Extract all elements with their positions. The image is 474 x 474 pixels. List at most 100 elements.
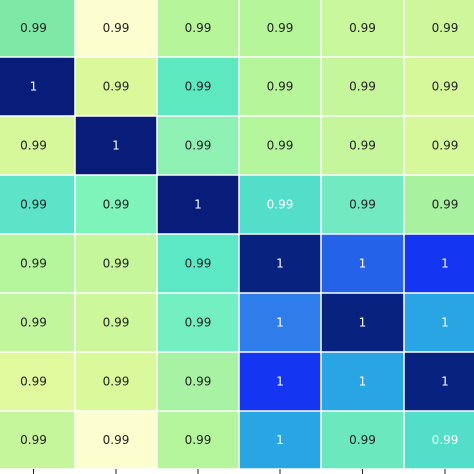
- heatmap-cell: [239, 411, 321, 469]
- heatmap-cell: [239, 234, 321, 293]
- cell-value-label: 1: [112, 139, 120, 153]
- heatmap-cell: [0, 293, 75, 352]
- cell-value-label: 0.99: [349, 80, 376, 94]
- cell-value-label: 0.99: [432, 80, 459, 94]
- heatmap-cell: [321, 57, 404, 116]
- cell-value-label: 0.99: [185, 433, 212, 447]
- cell-value-label: 0.99: [20, 198, 47, 212]
- cell-value-label: 0.99: [432, 433, 459, 447]
- heatmap-cell: [404, 234, 474, 293]
- cell-value-label: 0.99: [185, 316, 212, 330]
- heatmap-cell: [239, 57, 321, 116]
- cell-value-label: 1: [359, 257, 367, 271]
- heatmap-cell: [0, 175, 75, 234]
- heatmap-cell: [404, 411, 474, 469]
- heatmap-cell: [75, 234, 157, 293]
- cell-value-label: 1: [441, 257, 449, 271]
- heatmap-cell: [404, 352, 474, 411]
- cell-value-label: 0.99: [185, 257, 212, 271]
- heatmap-cell: [404, 116, 474, 175]
- heatmap-cell: [321, 234, 404, 293]
- heatmap-cell: [0, 352, 75, 411]
- heatmap-cell: [75, 175, 157, 234]
- heatmap-cell: [75, 293, 157, 352]
- cell-value-label: 0.99: [20, 21, 47, 35]
- cell-value-label: 0.99: [103, 316, 130, 330]
- heatmap-cell: [157, 175, 239, 234]
- heatmap-cell: [239, 175, 321, 234]
- heatmap-cell: [321, 175, 404, 234]
- heatmap-cell: [75, 116, 157, 175]
- heatmap-cell: [75, 411, 157, 469]
- heatmap-cell: [0, 57, 75, 116]
- heatmap-cell: [0, 0, 75, 57]
- cell-value-label: 0.99: [267, 21, 294, 35]
- cell-value-label: 0.99: [103, 257, 130, 271]
- cell-value-label: 0.99: [20, 375, 47, 389]
- cell-value-label: 0.99: [267, 139, 294, 153]
- heatmap-cell: [404, 0, 474, 57]
- heatmap-cell: [404, 175, 474, 234]
- heatmap-cell: [321, 411, 404, 469]
- heatmap-cell: [157, 57, 239, 116]
- x-axis-ticks: [33, 469, 446, 474]
- heatmap-cell: [157, 0, 239, 57]
- cell-value-label: 0.99: [185, 21, 212, 35]
- heatmap-cell: [157, 116, 239, 175]
- cell-value-label: 0.99: [349, 433, 376, 447]
- cell-value-label: 1: [276, 375, 284, 389]
- heatmap-cell: [404, 57, 474, 116]
- cell-value-label: 0.99: [349, 21, 376, 35]
- heatmap-cell: [157, 293, 239, 352]
- heatmap-cell: [75, 0, 157, 57]
- cell-value-label: 0.99: [185, 80, 212, 94]
- heatmap-cell: [157, 352, 239, 411]
- heatmap-cell: [239, 352, 321, 411]
- cell-value-label: 0.99: [349, 139, 376, 153]
- heatmap-cell: [404, 293, 474, 352]
- heatmap-cell: [321, 116, 404, 175]
- heatmap-cell: [75, 57, 157, 116]
- heatmap-cell: [0, 411, 75, 469]
- heatmap-cell: [239, 0, 321, 57]
- heatmap-cell: [321, 293, 404, 352]
- cell-value-label: 0.99: [349, 198, 376, 212]
- cell-value-label: 0.99: [185, 139, 212, 153]
- heatmap-cell: [0, 234, 75, 293]
- cell-value-label: 1: [276, 257, 284, 271]
- heatmap-cell: [0, 116, 75, 175]
- cell-value-label: 0.99: [20, 257, 47, 271]
- cell-value-label: 0.99: [20, 316, 47, 330]
- cell-value-label: 1: [194, 198, 202, 212]
- cell-value-label: 1: [441, 375, 449, 389]
- cell-value-label: 1: [276, 433, 284, 447]
- cell-value-label: 0.99: [432, 139, 459, 153]
- cell-value-label: 0.99: [103, 198, 130, 212]
- cell-value-label: 0.99: [432, 21, 459, 35]
- cell-value-label: 0.99: [20, 433, 47, 447]
- cell-value-label: 0.99: [185, 375, 212, 389]
- cell-value-label: 1: [441, 316, 449, 330]
- cell-value-label: 0.99: [267, 198, 294, 212]
- cell-value-label: 1: [359, 316, 367, 330]
- cell-value-label: 0.99: [432, 198, 459, 212]
- cell-value-label: 0.99: [103, 80, 130, 94]
- heatmap-cell: [239, 293, 321, 352]
- heatmap-cell: [321, 0, 404, 57]
- heatmap-cell: [157, 411, 239, 469]
- heatmap-cell: [157, 234, 239, 293]
- heatmap-cell: [239, 116, 321, 175]
- cell-value-label: 0.99: [20, 139, 47, 153]
- cell-value-label: 1: [359, 375, 367, 389]
- cell-value-label: 0.99: [103, 433, 130, 447]
- heatmap-cell: [321, 352, 404, 411]
- cell-value-label: 0.99: [103, 21, 130, 35]
- heatmap-cell: [75, 352, 157, 411]
- cell-value-label: 0.99: [267, 80, 294, 94]
- cell-value-label: 1: [30, 80, 38, 94]
- cell-value-label: 1: [276, 316, 284, 330]
- cell-value-label: 0.99: [103, 375, 130, 389]
